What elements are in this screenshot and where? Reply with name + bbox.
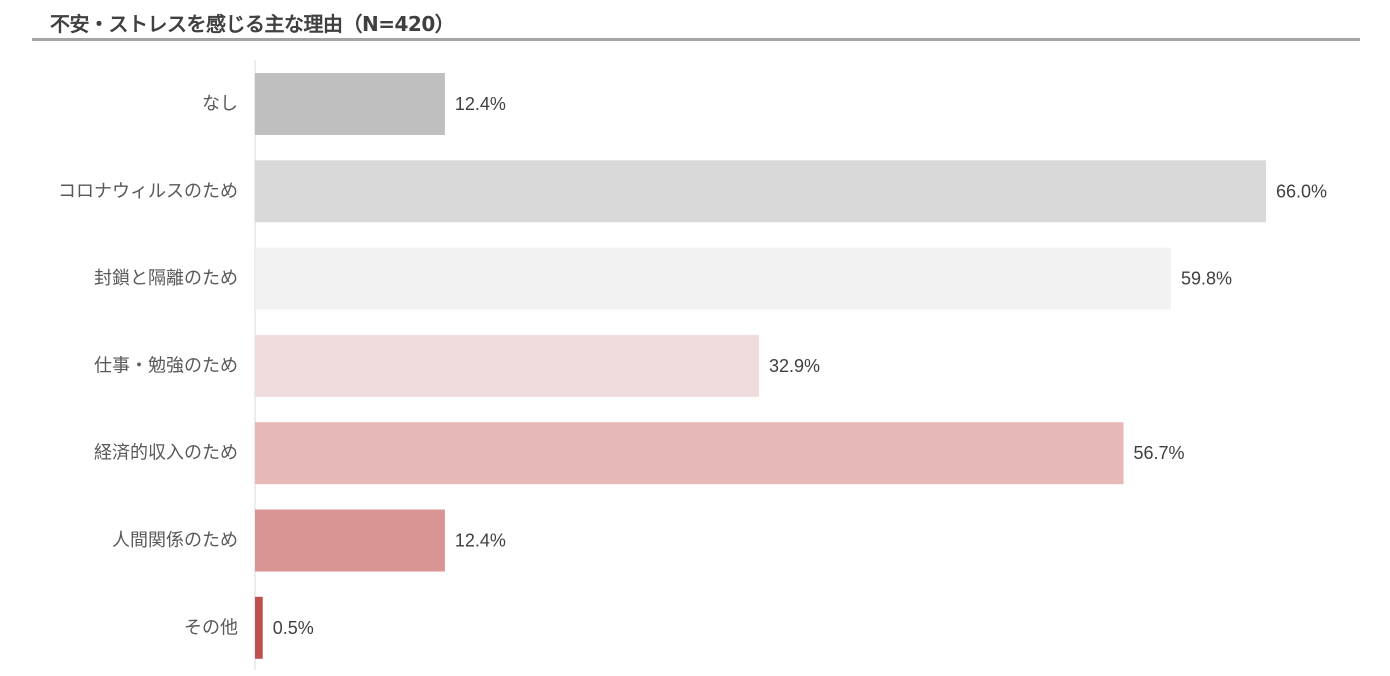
bars-group: なし 12.4% コロナウィルスのため 66.0% 封鎖と隔離のため 59.8% 仕事・勉強… bbox=[58, 73, 1327, 659]
category-label: 仕事・勉強のため bbox=[94, 355, 238, 376]
chart-title: 不安・ストレスを感じる主な理由（N=420） bbox=[50, 12, 455, 36]
category-label: コロナウィルスのため bbox=[58, 181, 238, 202]
bar bbox=[255, 509, 445, 572]
bar bbox=[255, 247, 1171, 310]
bar bbox=[255, 596, 263, 659]
category-label: 封鎖と隔離のため bbox=[94, 268, 238, 289]
bar bbox=[255, 160, 1266, 223]
bar bbox=[255, 73, 445, 135]
category-label: その他 bbox=[184, 617, 238, 638]
bar bbox=[255, 422, 1124, 485]
category-label: 人間関係のため bbox=[112, 530, 238, 551]
data-label: 12.4% bbox=[455, 94, 506, 114]
data-label: 0.5% bbox=[273, 618, 314, 638]
title-underline bbox=[32, 38, 1360, 41]
category-label: なし bbox=[202, 94, 238, 115]
data-label: 12.4% bbox=[455, 531, 506, 551]
data-label: 59.8% bbox=[1181, 269, 1232, 289]
data-label: 66.0% bbox=[1276, 181, 1327, 201]
data-label: 32.9% bbox=[769, 356, 820, 376]
category-label: 経済的収入のため bbox=[94, 443, 238, 464]
data-label: 56.7% bbox=[1134, 443, 1185, 463]
bar bbox=[255, 334, 759, 397]
